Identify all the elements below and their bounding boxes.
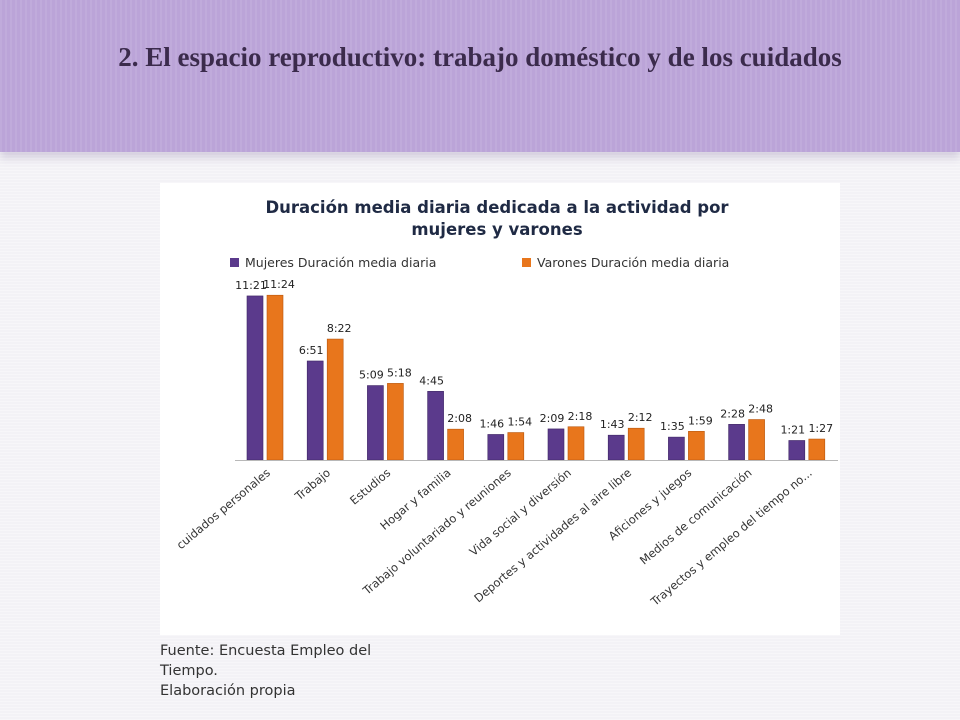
value-label-varones-4: 2:08 (447, 412, 472, 425)
bar-mujeres-1 (246, 295, 264, 461)
bar-varones-9 (748, 419, 765, 461)
bar-varones-2 (326, 338, 344, 461)
value-label-mujeres-8: 1:35 (660, 420, 685, 433)
chart-title-line-1: Duración media diaria dedicada a la acti… (265, 198, 729, 217)
bar-varones-5 (507, 432, 525, 461)
bar-chart: Duración media diaria dedicada a la acti… (174, 198, 838, 610)
x-tick-label-6: Vida social y diversión (467, 466, 574, 559)
chart-bars (246, 294, 826, 461)
bar-varones-7 (627, 427, 645, 461)
value-label-mujeres-3: 5:09 (359, 369, 384, 382)
value-label-varones-10: 1:27 (808, 422, 833, 435)
chart-panel: Duración media diaria dedicada a la acti… (160, 183, 840, 635)
bar-mujeres-8 (668, 436, 685, 461)
value-label-mujeres-10: 1:21 (780, 423, 805, 436)
x-tick-label-3: Estudios (347, 466, 393, 508)
source-line-3: Elaboración propia (160, 683, 296, 699)
x-tick-label-2: Trabajo (291, 466, 333, 504)
bar-varones-4 (447, 428, 464, 461)
bar-mujeres-5 (487, 434, 505, 461)
bar-varones-6 (567, 426, 585, 461)
bar-varones-10 (808, 438, 826, 461)
value-label-mujeres-4: 4:45 (419, 374, 444, 387)
legend-label-1: Mujeres Duración media diaria (245, 255, 436, 270)
bar-mujeres-7 (607, 434, 625, 461)
x-tick-label-1: cuidados personales (174, 466, 273, 552)
source-note: Fuente: Encuesta Empleo del Tiempo. Elab… (160, 641, 400, 701)
bar-mujeres-2 (306, 360, 324, 461)
value-label-varones-7: 2:12 (628, 411, 653, 424)
bar-mujeres-9 (728, 424, 745, 461)
value-label-varones-2: 8:22 (327, 322, 352, 335)
legend-swatch-1 (230, 258, 239, 267)
value-label-mujeres-1: 11:21 (235, 279, 267, 292)
value-label-varones-3: 5:18 (387, 366, 412, 379)
x-axis-tick-labels: cuidados personales Trabajo EstudiosHogar … (174, 466, 815, 610)
chart-title-line-2: mujeres y varones (411, 220, 582, 239)
bar-mujeres-3 (367, 385, 384, 461)
value-label-varones-6: 2:18 (568, 410, 593, 423)
chart-title: Duración media diaria dedicada a la acti… (265, 198, 729, 239)
value-label-mujeres-6: 2:09 (540, 412, 565, 425)
x-tick-label-9: Medios de comunicación (637, 466, 755, 568)
chart-legend: Mujeres Duración media diaria Varones Dur… (230, 255, 729, 270)
value-label-varones-5: 1:54 (507, 416, 532, 429)
slide-header: 2. El espacio reproductivo: trabajo domé… (0, 0, 960, 152)
value-label-mujeres-2: 6:51 (299, 344, 324, 357)
bar-mujeres-10 (788, 440, 806, 461)
source-line-1: Fuente: Encuesta Empleo del (160, 643, 372, 659)
value-label-mujeres-5: 1:46 (479, 417, 504, 430)
value-label-varones-9: 2:48 (748, 403, 773, 416)
bar-varones-3 (387, 383, 404, 461)
legend-label-2: Varones Duración media diaria (537, 255, 729, 270)
bar-varones-1 (266, 294, 284, 461)
slide-title: 2. El espacio reproductivo: trabajo domé… (118, 42, 842, 72)
value-label-mujeres-9: 2:28 (720, 407, 745, 420)
bar-varones-8 (688, 431, 705, 461)
source-line-2: Tiempo. (160, 663, 218, 679)
value-label-varones-1: 11:24 (263, 278, 295, 291)
bar-mujeres-4 (427, 391, 444, 461)
legend-swatch-2 (522, 258, 531, 267)
value-label-varones-8: 1:59 (688, 414, 713, 427)
bar-mujeres-6 (547, 428, 565, 461)
value-label-mujeres-7: 1:43 (600, 418, 625, 431)
